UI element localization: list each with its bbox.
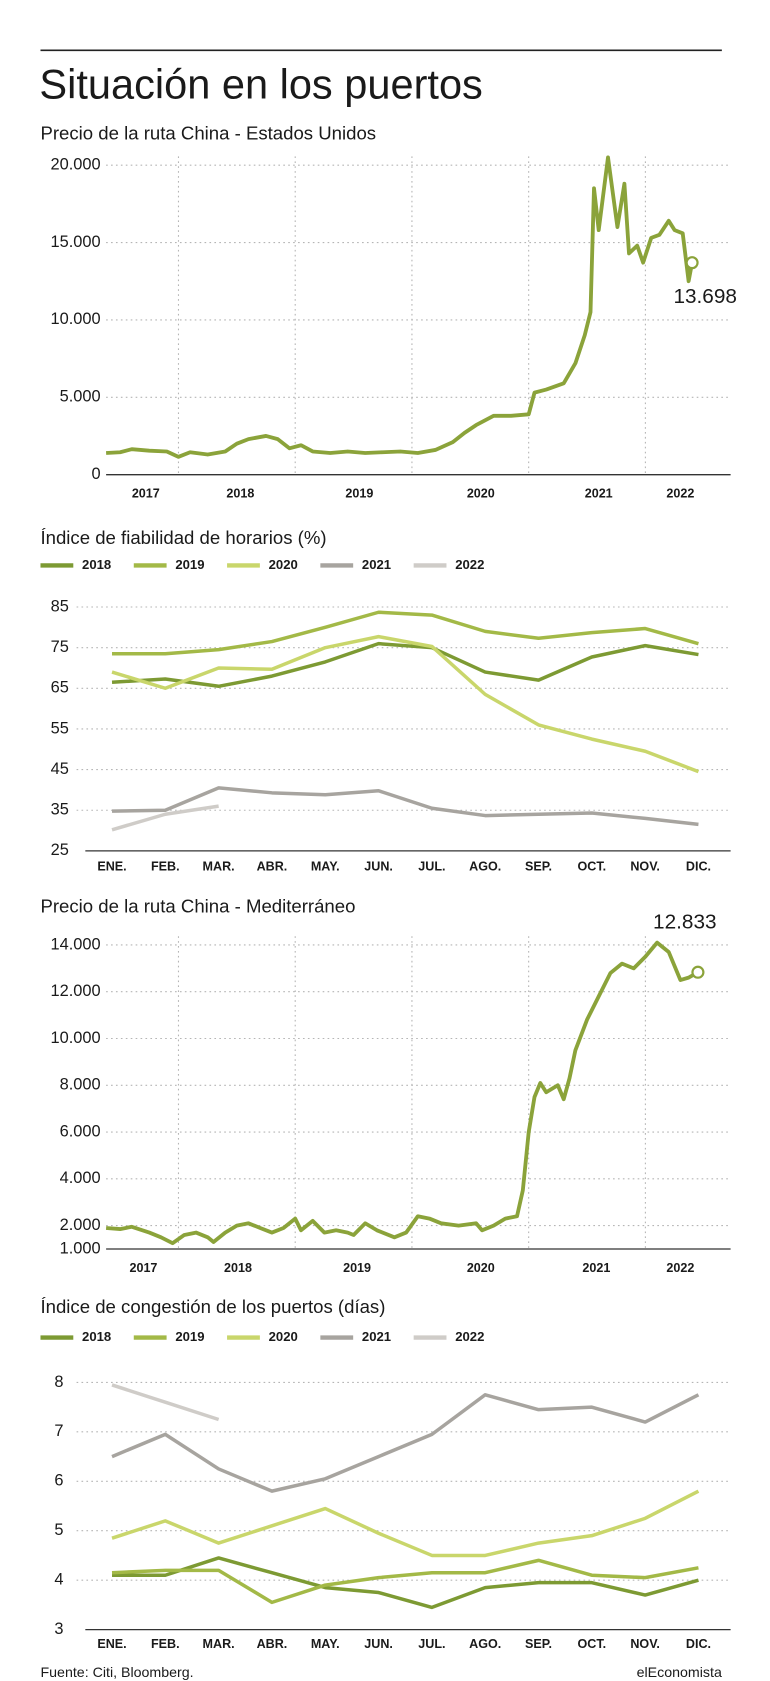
y-tick-label: 8 <box>54 1373 63 1391</box>
legend-label: 2022 <box>455 1329 484 1344</box>
y-tick-label: 5 <box>54 1521 63 1539</box>
y-tick-label: 10.000 <box>51 310 101 328</box>
brand: elEconomista <box>637 1665 722 1681</box>
y-tick-label: 35 <box>51 801 69 819</box>
y-tick-label: 6 <box>54 1472 63 1490</box>
series-line <box>111 1393 700 1493</box>
series-line <box>112 610 699 656</box>
y-tick-label: 45 <box>51 760 69 778</box>
x-tick-label: 2022 <box>666 487 694 501</box>
y-tick-label: 7 <box>54 1422 63 1440</box>
y-tick-label: 4 <box>54 1570 63 1588</box>
y-tick-label: 15.000 <box>51 233 101 251</box>
x-tick-label: NOV. <box>630 1637 660 1651</box>
x-tick-label: ABR. <box>257 1637 288 1651</box>
legend-label: 2020 <box>269 1329 298 1344</box>
x-tick-label: 2019 <box>343 1261 371 1275</box>
chart-title: Índice de fiabilidad de horarios (%) <box>40 527 326 548</box>
x-tick-label: JUL. <box>418 860 445 874</box>
y-tick-label: 65 <box>51 679 69 697</box>
x-tick-label: SEP. <box>525 860 552 874</box>
x-tick-label: 2022 <box>666 1261 694 1275</box>
x-tick-label: 2020 <box>467 487 495 501</box>
legend-label: 2018 <box>82 1329 111 1344</box>
end-marker <box>685 256 699 270</box>
series-line <box>111 634 700 774</box>
x-tick-label: AGO. <box>469 860 501 874</box>
x-tick-label: MAY. <box>311 860 340 874</box>
legend-label: 2019 <box>175 1329 204 1344</box>
y-tick-label: 55 <box>51 719 69 737</box>
legend-label: 2018 <box>82 557 111 572</box>
x-tick-label: FEB. <box>151 860 180 874</box>
y-tick-label: 0 <box>92 465 101 483</box>
chart-title: Precio de la ruta China - Estados Unidos <box>40 122 376 143</box>
x-tick-label: ABR. <box>257 860 288 874</box>
x-tick-label: 2021 <box>585 487 613 501</box>
y-tick-label: 3 <box>54 1620 63 1638</box>
y-tick-label: 85 <box>51 597 69 615</box>
y-tick-label: 20.000 <box>51 155 101 173</box>
x-tick-label: 2018 <box>224 1261 252 1275</box>
x-tick-label: 2019 <box>345 487 373 501</box>
end-marker <box>691 965 705 979</box>
y-tick-label: 10.000 <box>51 1029 101 1047</box>
price-line <box>105 940 699 1246</box>
y-tick-label: 25 <box>51 841 69 859</box>
y-tick-label: 5.000 <box>60 388 101 406</box>
x-tick-label: MAR. <box>203 1637 235 1651</box>
x-tick-label: 2017 <box>132 487 160 501</box>
legend-label: 2021 <box>362 557 391 572</box>
series-line <box>111 786 699 827</box>
source: Fuente: Citi, Bloomberg. <box>40 1665 193 1681</box>
x-tick-label: AGO. <box>469 1637 501 1651</box>
y-tick-label: 8.000 <box>60 1076 101 1094</box>
chart-title: Precio de la ruta China - Mediterráneo <box>40 896 355 917</box>
y-tick-label: 12.000 <box>51 982 101 1000</box>
value-label: 13.698 <box>673 285 737 308</box>
x-tick-label: ENE. <box>97 1637 126 1651</box>
x-tick-label: FEB. <box>151 1637 180 1651</box>
value-label: 12.833 <box>653 911 717 934</box>
y-tick-label: 6.000 <box>60 1122 101 1140</box>
x-tick-label: DIC. <box>686 1637 711 1651</box>
x-tick-label: JUN. <box>364 860 393 874</box>
x-tick-label: 2018 <box>226 487 254 501</box>
series-line <box>111 1383 220 1422</box>
y-tick-label: 4.000 <box>60 1169 101 1187</box>
x-tick-label: ENE. <box>97 860 126 874</box>
chart-title: Índice de congestión de los puertos (día… <box>40 1296 385 1317</box>
series-line <box>111 641 699 689</box>
price-line <box>106 155 694 459</box>
x-tick-label: 2021 <box>582 1261 610 1275</box>
x-tick-label: 2017 <box>129 1261 157 1275</box>
page-title: Situación en los puertos <box>39 60 482 107</box>
x-tick-label: MAY. <box>311 1637 340 1651</box>
x-tick-label: NOV. <box>630 860 660 874</box>
x-tick-label: 2020 <box>467 1261 495 1275</box>
legend-label: 2021 <box>362 1329 391 1344</box>
series-line <box>111 1558 699 1605</box>
x-tick-label: DIC. <box>686 860 711 874</box>
series-line <box>111 804 219 832</box>
y-tick-label: 14.000 <box>51 935 101 953</box>
legend-label: 2022 <box>455 557 484 572</box>
x-tick-label: MAR. <box>203 860 235 874</box>
x-tick-label: OCT. <box>578 860 607 874</box>
legend-label: 2020 <box>269 557 298 572</box>
x-tick-label: SEP. <box>525 1637 552 1651</box>
y-tick-label: 2.000 <box>60 1216 101 1234</box>
y-tick-label: 75 <box>51 638 69 656</box>
series-line <box>112 1556 699 1610</box>
x-tick-label: JUN. <box>364 1637 393 1651</box>
series-line <box>111 1489 700 1558</box>
x-tick-label: OCT. <box>578 1637 607 1651</box>
legend-label: 2019 <box>175 557 204 572</box>
y-tick-label: 1.000 <box>60 1239 101 1257</box>
x-tick-label: JUL. <box>418 1637 445 1651</box>
